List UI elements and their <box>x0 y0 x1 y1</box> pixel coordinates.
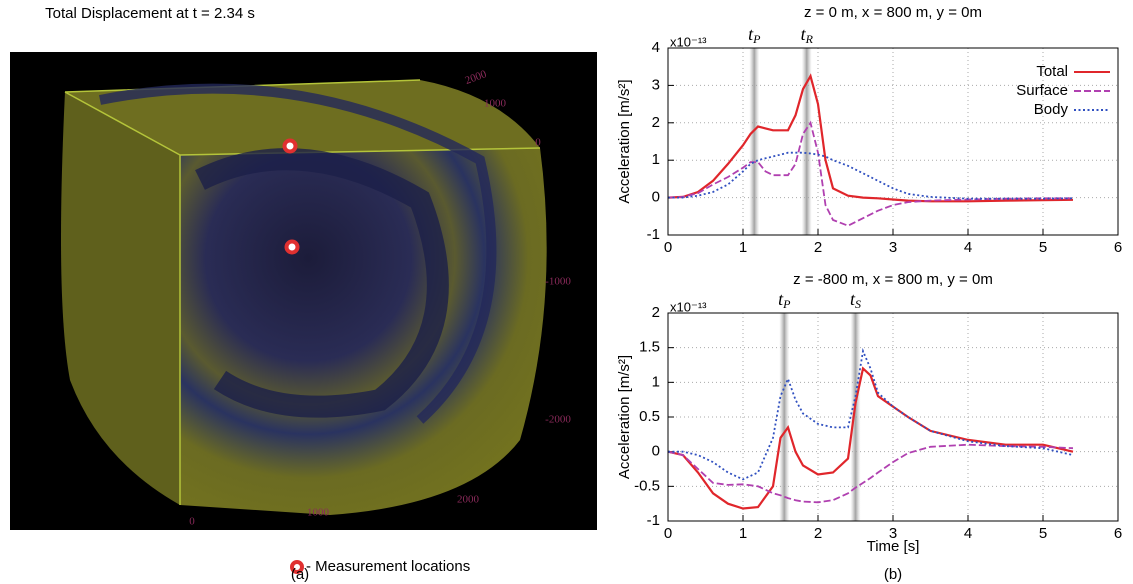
plot-frame <box>667 47 1119 236</box>
legend-label: Total <box>1036 63 1068 80</box>
x-tick-label: 6 <box>1114 525 1122 542</box>
time-marker-label: tS <box>850 289 861 311</box>
y-tick-label: 4 <box>652 39 660 56</box>
x-tick-label: 3 <box>889 239 897 256</box>
y-tick-label: 0 <box>652 189 660 206</box>
legend-label: Body <box>1034 101 1069 118</box>
series-line <box>667 366 1074 510</box>
x-tick-label: 3 <box>889 525 897 542</box>
y-tick-label: -1 <box>647 512 660 529</box>
time-band <box>749 48 760 235</box>
y-tick-label: 0 <box>652 443 660 460</box>
y-tick-label: 2 <box>652 114 660 131</box>
legend-icon <box>290 560 304 574</box>
x-tick-label: 1 <box>739 525 747 542</box>
y-tick-label: -0.5 <box>634 477 660 494</box>
series-line <box>667 443 1074 504</box>
image-axis-label: 2000 <box>457 494 480 506</box>
time-marker-label: tP <box>778 289 791 311</box>
x-tick-label: 5 <box>1039 239 1047 256</box>
scale-label: x10⁻¹³ <box>670 299 707 314</box>
y-axis-label: Acceleration [m/s²] <box>616 355 633 479</box>
chart-title: z = 0 m, x = 800 m, y = 0m <box>804 4 982 21</box>
y-tick-label: 1 <box>652 373 660 390</box>
image-axis-label: 0 <box>189 516 195 528</box>
marker-subscript: R <box>805 32 814 46</box>
x-tick-label: 6 <box>1114 239 1122 256</box>
image-axis-label: 1000 <box>484 98 507 110</box>
y-tick-label: 1 <box>652 151 660 168</box>
y-tick-label: -1 <box>647 226 660 243</box>
image-axis-label: 1000 <box>307 507 330 519</box>
y-tick-label: 0.5 <box>639 408 660 425</box>
panel-label: (a) <box>291 566 309 583</box>
series-line <box>668 347 1074 481</box>
x-tick-label: 2 <box>814 525 822 542</box>
y-tick-label: 2 <box>652 304 660 321</box>
marker-letter: t <box>850 289 856 309</box>
x-tick-label: 4 <box>964 525 972 542</box>
time-marker-label: tR <box>801 24 814 46</box>
time-band <box>850 313 861 521</box>
marker-letter: t <box>801 24 807 44</box>
series-line <box>667 120 1073 227</box>
y-axis-label: Acceleration [m/s²] <box>616 79 633 203</box>
marker-letter: t <box>778 289 784 309</box>
x-axis-label: Time [s] <box>867 538 920 555</box>
chart-title: z = -800 m, x = 800 m, y = 0m <box>793 271 993 288</box>
time-band <box>801 48 812 235</box>
legend-label: Surface <box>1016 82 1068 99</box>
series-line <box>667 73 1074 203</box>
x-tick-label: 0 <box>664 525 672 542</box>
time-band <box>779 313 790 521</box>
x-tick-label: 1 <box>739 239 747 256</box>
image-axis-label: -2000 <box>545 414 571 426</box>
image-title: Total Displacement at t = 2.34 s <box>45 5 255 22</box>
legend-note: - Measurement locations <box>306 558 470 575</box>
image-axis-label: 0 <box>535 137 541 149</box>
y-tick-label: 3 <box>652 76 660 93</box>
x-tick-label: 2 <box>814 239 822 256</box>
panel-label: (b) <box>884 566 902 583</box>
marker-subscript: P <box>782 297 791 311</box>
y-tick-label: 1.5 <box>639 339 660 356</box>
plot-frame <box>667 312 1119 522</box>
marker-subscript: P <box>752 32 761 46</box>
marker-letter: t <box>748 24 754 44</box>
x-tick-label: 4 <box>964 239 972 256</box>
x-tick-label: 5 <box>1039 525 1047 542</box>
time-marker-label: tP <box>748 24 761 46</box>
simulation-image <box>10 52 597 530</box>
image-axis-label: -1000 <box>545 276 571 288</box>
x-tick-label: 0 <box>664 239 672 256</box>
scale-label: x10⁻¹³ <box>670 34 707 49</box>
series-line <box>668 151 1074 200</box>
marker-subscript: S <box>855 297 861 311</box>
